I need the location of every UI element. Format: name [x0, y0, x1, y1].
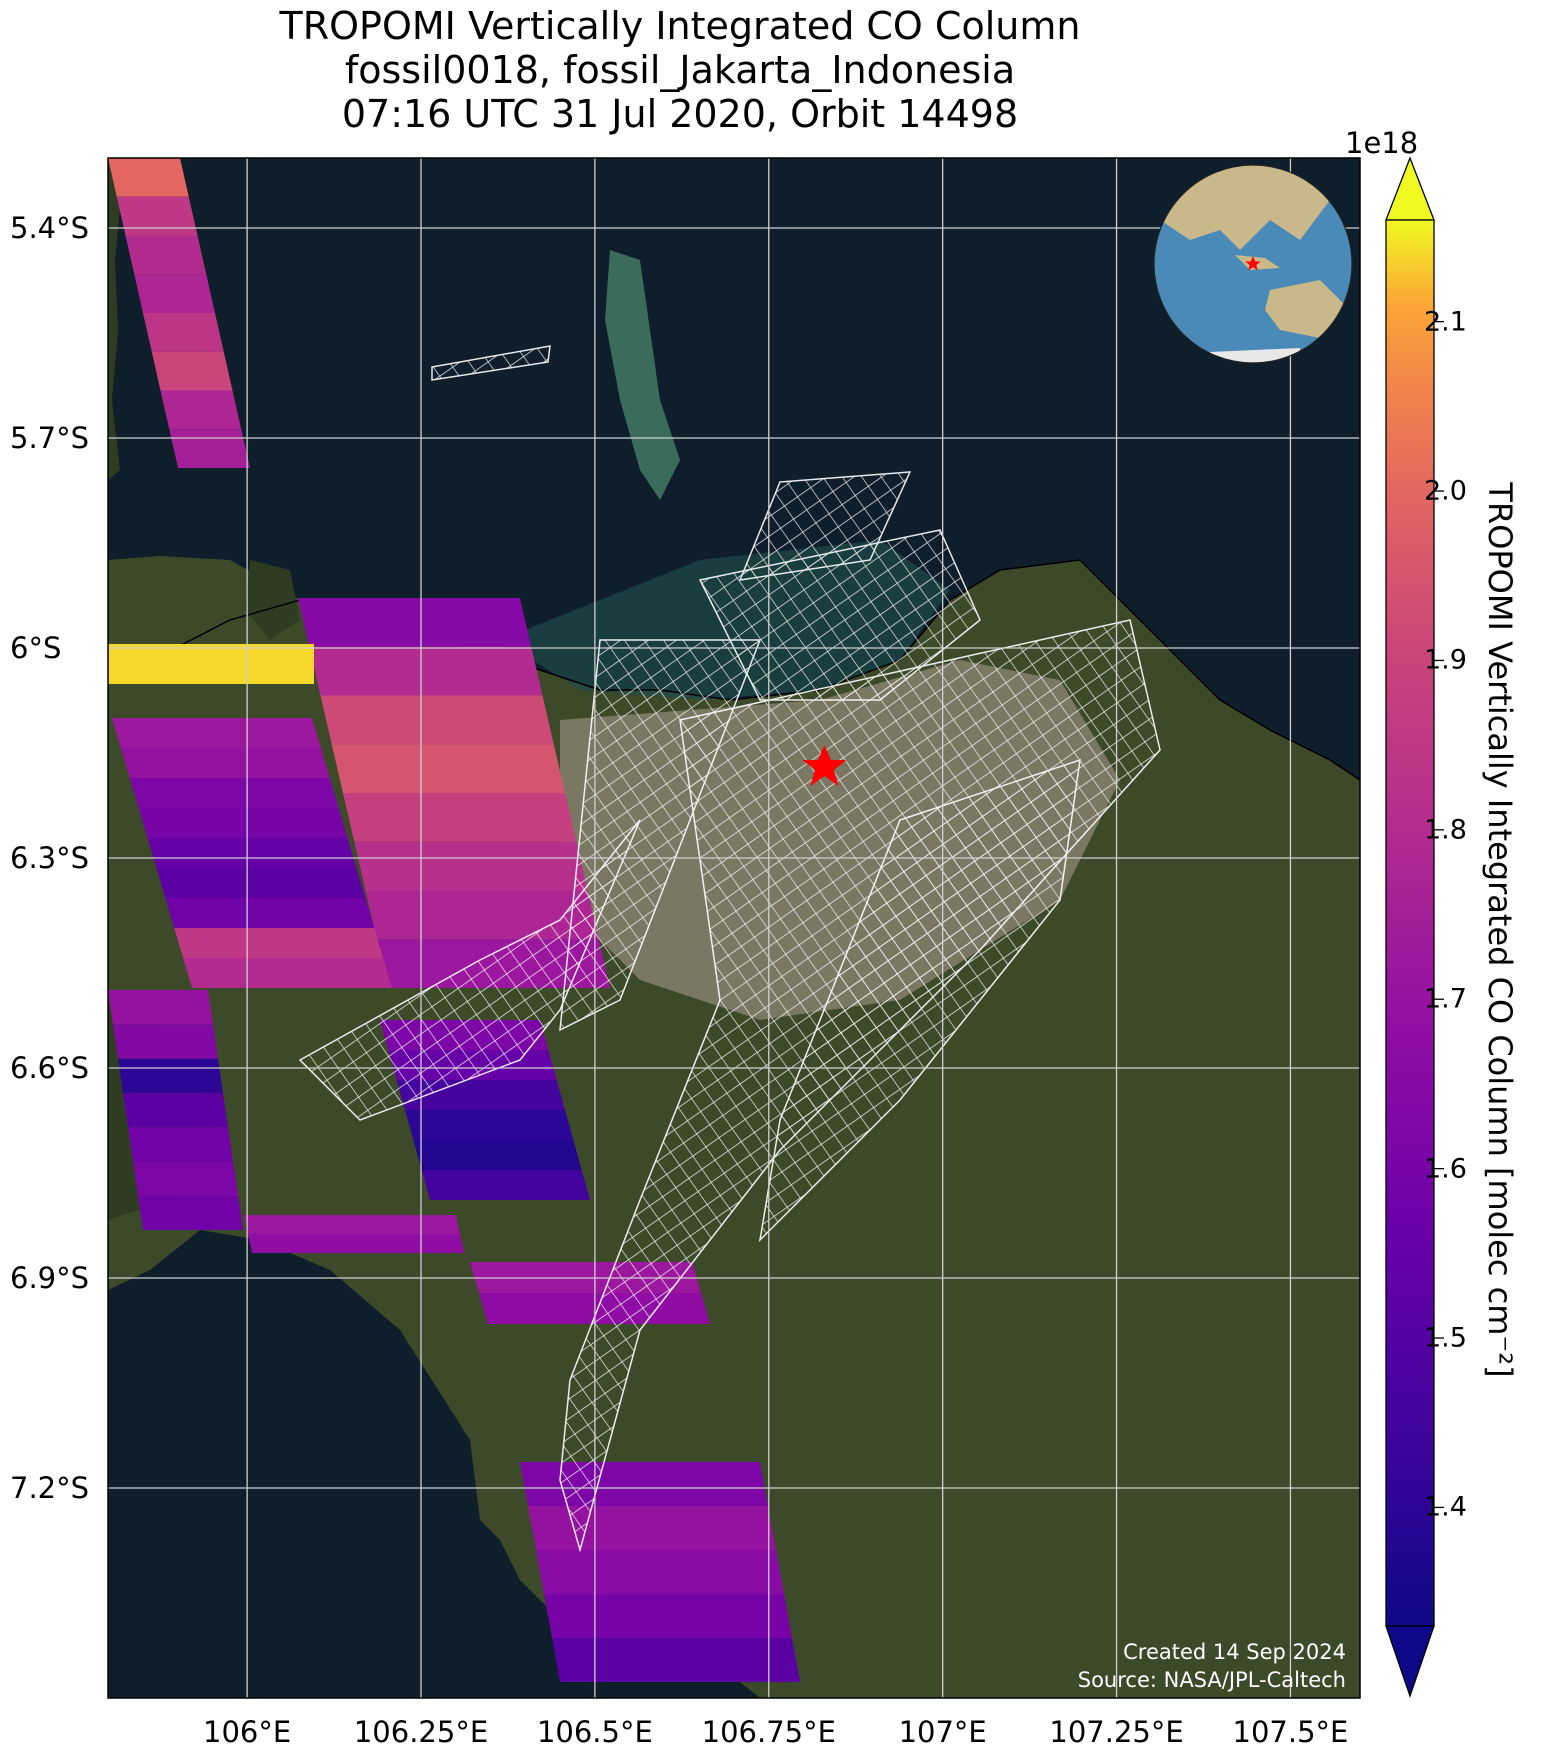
y-tick-label: 5.7°S	[10, 421, 90, 455]
co-pixel	[244, 1215, 460, 1234]
title-line-2: fossil0018, fossil_Jakarta_Indonesia	[344, 48, 1016, 92]
target-star-marker	[802, 745, 847, 786]
created-date: Created 14 Sep 2024	[1123, 1640, 1346, 1664]
y-tick-label: 5.4°S	[10, 211, 90, 245]
title-line-3: 07:16 UTC 31 Jul 2020, Orbit 14498	[341, 92, 1019, 136]
panaitan-island	[245, 560, 300, 640]
colorbar-tick-label: 1.8	[1424, 814, 1467, 846]
y-tick-label: 6°S	[10, 631, 62, 665]
globe-star-marker	[1245, 256, 1261, 271]
source-credit: Source: NASA/JPL-Caltech	[1077, 1668, 1346, 1692]
co-pixel	[151, 351, 233, 391]
co-pixel	[354, 841, 588, 891]
co-pixel	[113, 1024, 218, 1059]
co-pixel	[343, 793, 577, 842]
co-pixel	[544, 1594, 792, 1638]
co-pixel	[169, 429, 250, 468]
x-tick-label: 106.5°E	[536, 1715, 653, 1749]
co-pixel	[520, 1462, 768, 1506]
co-pixel	[552, 1638, 800, 1682]
co-pixel	[116, 196, 198, 236]
australia-landmass	[1265, 280, 1350, 340]
x-tick-label: 107°E	[898, 1715, 987, 1749]
y-tick-label: 6.3°S	[10, 841, 90, 875]
co-swaths	[108, 158, 800, 1682]
co-pixel	[248, 1234, 464, 1253]
high-co-strip	[108, 644, 314, 684]
co-pixel	[134, 274, 215, 313]
title-line-1: TROPOMI Vertically Integrated CO Column	[279, 4, 1081, 48]
colorbar-tick-label: 1.7	[1424, 983, 1467, 1015]
colorbar-exponent: 1e18	[1345, 126, 1419, 160]
locator-globe	[1153, 164, 1353, 364]
y-tick-label: 6.9°S	[10, 1261, 90, 1295]
colorbar-tick-label: 1.6	[1424, 1153, 1467, 1185]
co-pixel	[147, 838, 357, 868]
co-pixel	[165, 898, 375, 928]
co-pixel	[183, 958, 392, 988]
co-pixel	[174, 928, 384, 958]
colorbar-tick-label: 2.0	[1424, 475, 1467, 507]
co-pixel	[112, 718, 321, 748]
co-pixel	[133, 1161, 238, 1196]
co-pixel	[129, 778, 339, 808]
co-pixel	[128, 1127, 233, 1162]
graticule	[108, 158, 1360, 1698]
y-tick-label: 6.6°S	[10, 1051, 90, 1085]
co-pixel	[536, 1550, 784, 1594]
co-pixel	[118, 1058, 223, 1093]
co-pixel	[405, 1110, 574, 1140]
colorbar-tick-label: 1.4	[1424, 1491, 1467, 1523]
co-pixel	[138, 1195, 243, 1230]
co-pixel	[108, 158, 189, 197]
co-pixel	[123, 1092, 228, 1128]
co-pixel	[298, 598, 532, 647]
footprint-mesh-overlay	[298, 345, 1161, 1553]
colorbar-tick-label: 1.9	[1424, 644, 1467, 676]
colorbar-label: TROPOMI Vertically Integrated CO Column …	[1481, 482, 1519, 1378]
colorbar	[1385, 156, 1444, 1699]
x-tick-label: 106°E	[203, 1715, 292, 1749]
x-tick-label: 107.25°E	[1049, 1715, 1184, 1749]
co-pixel	[331, 744, 565, 793]
co-pixel	[160, 390, 242, 430]
colorbar-tick-label: 1.5	[1424, 1322, 1467, 1354]
antarctica	[1210, 348, 1300, 363]
map-frame	[107, 157, 1361, 1699]
co-pixel	[108, 990, 213, 1025]
co-pixel	[143, 313, 224, 352]
co-pixel	[309, 646, 543, 696]
co-pixel	[320, 695, 554, 745]
co-pixel	[120, 748, 330, 778]
co-pixel	[413, 1140, 582, 1170]
co-pixel	[421, 1170, 590, 1200]
co-pixel	[528, 1506, 776, 1550]
co-pixel	[156, 868, 366, 898]
x-tick-label: 106.25°E	[353, 1715, 489, 1749]
sumatra-coast	[108, 158, 125, 480]
co-pixel	[138, 808, 348, 838]
x-tick-label: 106.75°E	[701, 1715, 836, 1749]
asia-landmass	[1154, 165, 1330, 250]
x-tick-label: 107.5°E	[1232, 1715, 1349, 1749]
co-pixel	[125, 235, 207, 275]
basemap	[108, 158, 1360, 1698]
y-tick-label: 7.2°S	[10, 1471, 90, 1505]
colorbar-tick-label: 2.1	[1424, 306, 1467, 338]
co-pixel	[365, 890, 599, 940]
